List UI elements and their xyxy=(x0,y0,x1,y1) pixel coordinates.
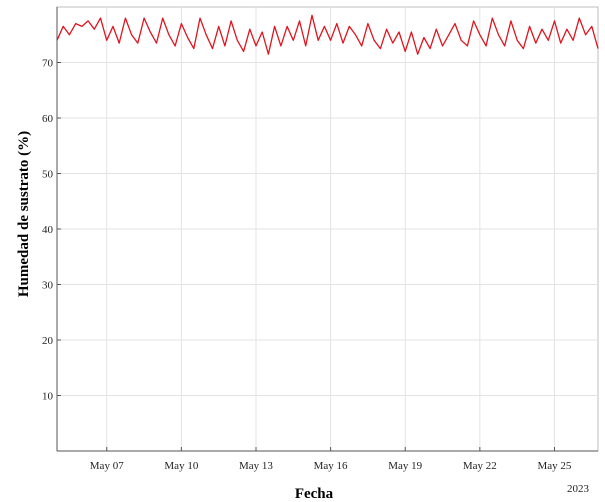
y-tick-label: 40 xyxy=(42,224,54,236)
x-tick-label: May 13 xyxy=(239,460,273,472)
y-tick-label: 10 xyxy=(42,391,54,403)
x-ticks: May 07 May 10 May 13 May 16 May 19 May 22 May … xyxy=(90,447,572,472)
y-tick-label: 60 xyxy=(42,113,54,125)
y-axis-title: Humedad de sustrato (%) xyxy=(16,131,32,297)
y-tick-label: 20 xyxy=(42,335,54,347)
grid-lines xyxy=(57,7,598,451)
series-layer xyxy=(56,14,599,55)
x-tick-label: May 25 xyxy=(538,460,572,472)
y-tick-label: 50 xyxy=(42,169,54,181)
y-tick-label: 30 xyxy=(42,280,54,292)
y-ticks: 10 20 30 40 50 60 70 xyxy=(42,58,61,403)
y-tick-label: 70 xyxy=(42,58,54,70)
x-tick-label: May 16 xyxy=(314,460,348,472)
humidity-series-line xyxy=(56,14,599,55)
x-tick-label: May 19 xyxy=(388,460,422,472)
x-tick-label: May 10 xyxy=(164,460,198,472)
x-tick-label: May 22 xyxy=(463,460,497,472)
x-tick-label: May 07 xyxy=(90,460,124,472)
x-axis-year-label: 2023 xyxy=(567,483,590,495)
x-axis-title: Fecha xyxy=(295,486,334,502)
